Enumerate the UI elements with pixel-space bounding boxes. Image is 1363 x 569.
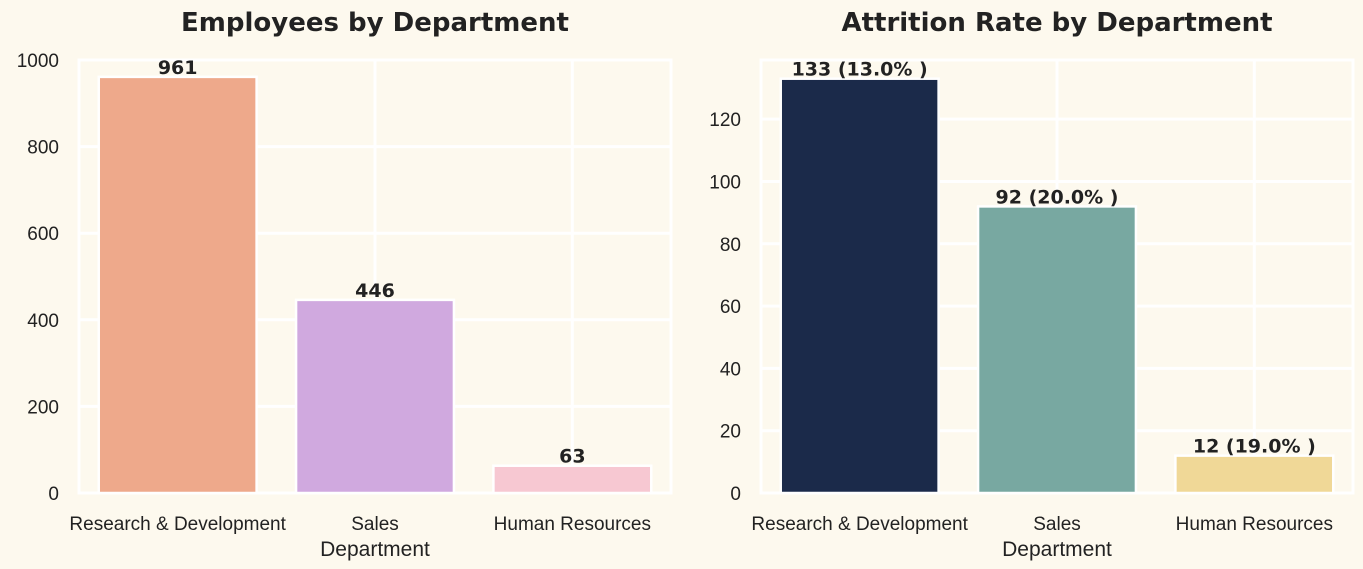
y-tick-label: 20 bbox=[720, 422, 741, 443]
bar bbox=[294, 298, 456, 495]
y-tick-label: 80 bbox=[720, 235, 741, 256]
bar bbox=[779, 77, 940, 495]
y-tick-label: 200 bbox=[27, 397, 59, 418]
y-tick-label: 800 bbox=[27, 138, 59, 159]
data-label: 92 (20.0% ) bbox=[996, 186, 1119, 208]
bar bbox=[1174, 454, 1335, 495]
bar bbox=[97, 75, 258, 495]
y-tick-label: 600 bbox=[27, 224, 59, 245]
x-tick-label: Sales bbox=[351, 514, 399, 535]
y-tick-label: 120 bbox=[709, 110, 741, 131]
data-label: 446 bbox=[355, 280, 395, 302]
y-tick-label: 0 bbox=[48, 484, 59, 505]
data-label: 133 (13.0% ) bbox=[792, 59, 928, 81]
y-tick-label: 40 bbox=[720, 359, 741, 380]
y-tick-label: 60 bbox=[720, 297, 741, 318]
bar bbox=[492, 464, 653, 495]
x-axis-label: Department bbox=[1002, 538, 1112, 561]
x-tick-label: Human Resources bbox=[1176, 514, 1333, 535]
data-label: 12 (19.0% ) bbox=[1193, 436, 1316, 458]
x-tick-label: Research & Development bbox=[69, 514, 286, 535]
x-axis-label: Department bbox=[320, 538, 430, 561]
chart-title: Attrition Rate by Department bbox=[841, 8, 1272, 38]
chart-title: Employees by Department bbox=[181, 8, 569, 38]
plot-area: 0 20 40 60 80 100 120 133 (13.0% ) Research & De… bbox=[709, 58, 1355, 535]
attrition-rate-by-department-chart: Attrition Rate by Department 0 20 40 60 80 10… bbox=[709, 8, 1355, 561]
x-tick-label: Human Resources bbox=[494, 514, 651, 535]
x-tick-label: Research & Development bbox=[751, 514, 968, 535]
y-tick-label: 0 bbox=[730, 484, 741, 505]
bar bbox=[976, 205, 1138, 495]
employees-by-department-chart: Employees by Department 0 200 400 600 800 100… bbox=[17, 8, 673, 561]
data-label: 63 bbox=[559, 446, 585, 468]
y-tick-label: 400 bbox=[27, 311, 59, 332]
x-tick-label: Sales bbox=[1033, 514, 1081, 535]
data-label: 961 bbox=[158, 57, 198, 79]
y-tick-label: 1000 bbox=[17, 51, 59, 72]
plot-area: 0 200 400 600 800 1000 961 Research & Developme… bbox=[17, 51, 673, 535]
y-tick-label: 100 bbox=[709, 172, 741, 193]
